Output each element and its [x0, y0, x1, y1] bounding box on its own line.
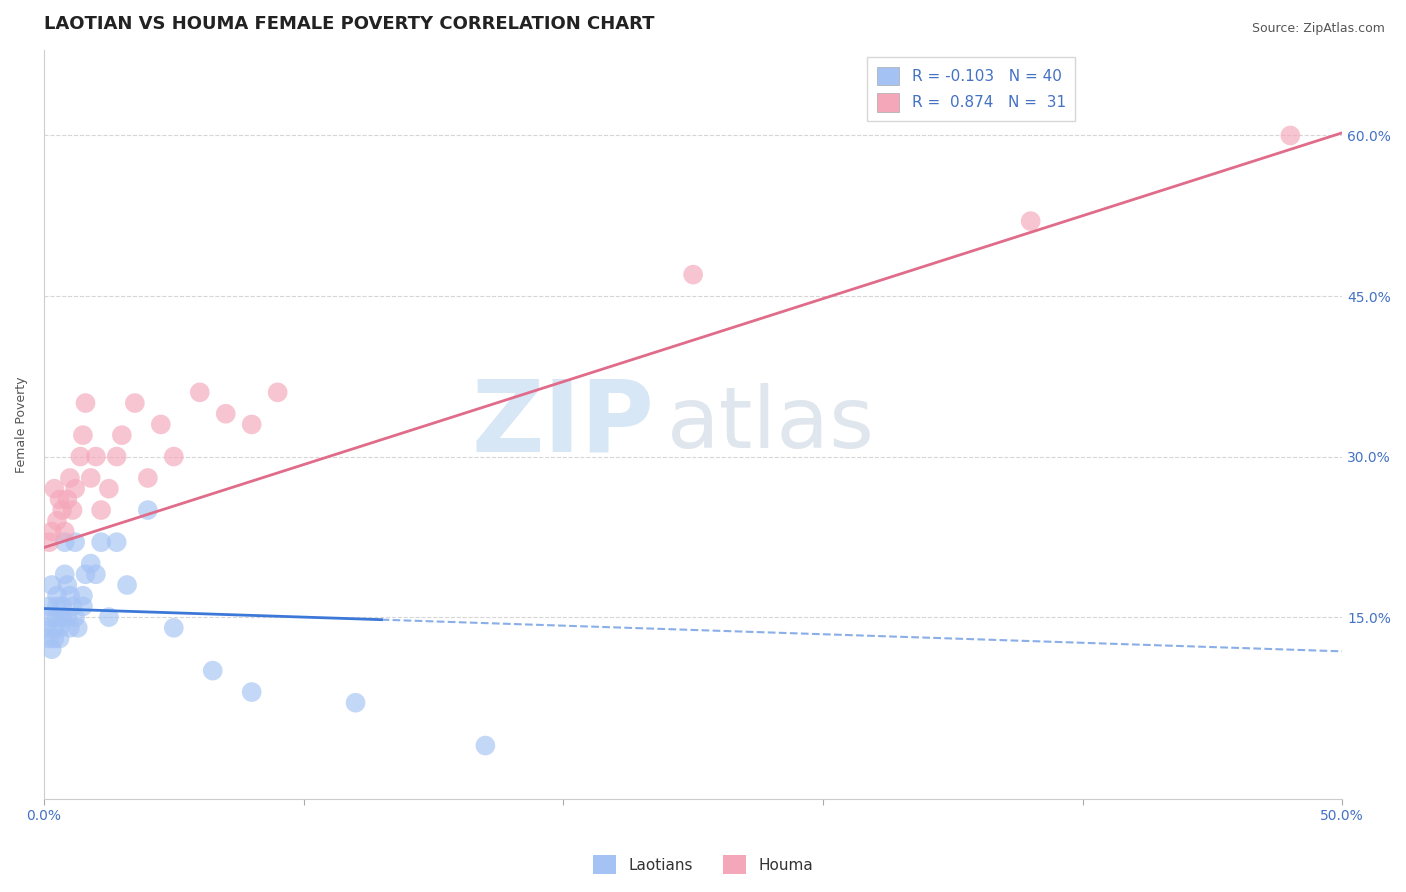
Point — [201, 664, 224, 678]
Point — [62, 599, 84, 614]
Point — [163, 621, 186, 635]
Point — [266, 385, 288, 400]
Point — [240, 417, 263, 432]
Point — [51, 503, 73, 517]
Point — [75, 567, 97, 582]
Point — [56, 610, 79, 624]
Point — [90, 503, 112, 517]
Point — [41, 578, 63, 592]
Point — [38, 535, 60, 549]
Point — [215, 407, 238, 421]
Point — [53, 524, 76, 539]
Legend: R = -0.103   N = 40, R =  0.874   N =  31: R = -0.103 N = 40, R = 0.874 N = 31 — [868, 57, 1076, 120]
Point — [474, 739, 496, 753]
Point — [46, 589, 69, 603]
Point — [41, 524, 63, 539]
Point — [80, 471, 103, 485]
Y-axis label: Female Poverty: Female Poverty — [15, 376, 28, 473]
Point — [56, 492, 79, 507]
Text: LAOTIAN VS HOUMA FEMALE POVERTY CORRELATION CHART: LAOTIAN VS HOUMA FEMALE POVERTY CORRELAT… — [44, 15, 654, 33]
Point — [136, 471, 159, 485]
Point — [105, 450, 128, 464]
Text: Source: ZipAtlas.com: Source: ZipAtlas.com — [1251, 22, 1385, 36]
Point — [163, 450, 186, 464]
Point — [56, 578, 79, 592]
Point — [90, 535, 112, 549]
Point — [80, 557, 103, 571]
Point — [59, 471, 82, 485]
Point — [44, 621, 66, 635]
Point — [48, 632, 70, 646]
Point — [1279, 128, 1302, 143]
Point — [59, 589, 82, 603]
Point — [69, 450, 91, 464]
Point — [115, 578, 138, 592]
Point — [105, 535, 128, 549]
Point — [136, 503, 159, 517]
Point — [41, 610, 63, 624]
Point — [63, 482, 86, 496]
Point — [46, 610, 69, 624]
Point — [240, 685, 263, 699]
Point — [682, 268, 704, 282]
Point — [51, 610, 73, 624]
Point — [66, 621, 89, 635]
Text: ZIP: ZIP — [471, 376, 654, 473]
Point — [97, 610, 120, 624]
Point — [75, 396, 97, 410]
Point — [41, 642, 63, 657]
Point — [84, 450, 107, 464]
Point — [53, 567, 76, 582]
Point — [44, 482, 66, 496]
Point — [48, 492, 70, 507]
Point — [72, 599, 94, 614]
Point — [35, 621, 58, 635]
Point — [44, 632, 66, 646]
Point — [46, 599, 69, 614]
Point — [1019, 214, 1042, 228]
Point — [63, 535, 86, 549]
Point — [111, 428, 134, 442]
Point — [97, 482, 120, 496]
Point — [38, 632, 60, 646]
Point — [188, 385, 211, 400]
Point — [84, 567, 107, 582]
Point — [51, 599, 73, 614]
Point — [72, 428, 94, 442]
Point — [63, 610, 86, 624]
Point — [72, 589, 94, 603]
Point — [59, 621, 82, 635]
Point — [344, 696, 367, 710]
Point — [38, 599, 60, 614]
Point — [62, 503, 84, 517]
Point — [46, 514, 69, 528]
Point — [124, 396, 146, 410]
Point — [149, 417, 172, 432]
Point — [53, 535, 76, 549]
Legend: Laotians, Houma: Laotians, Houma — [586, 849, 820, 880]
Text: atlas: atlas — [668, 383, 875, 466]
Point — [48, 621, 70, 635]
